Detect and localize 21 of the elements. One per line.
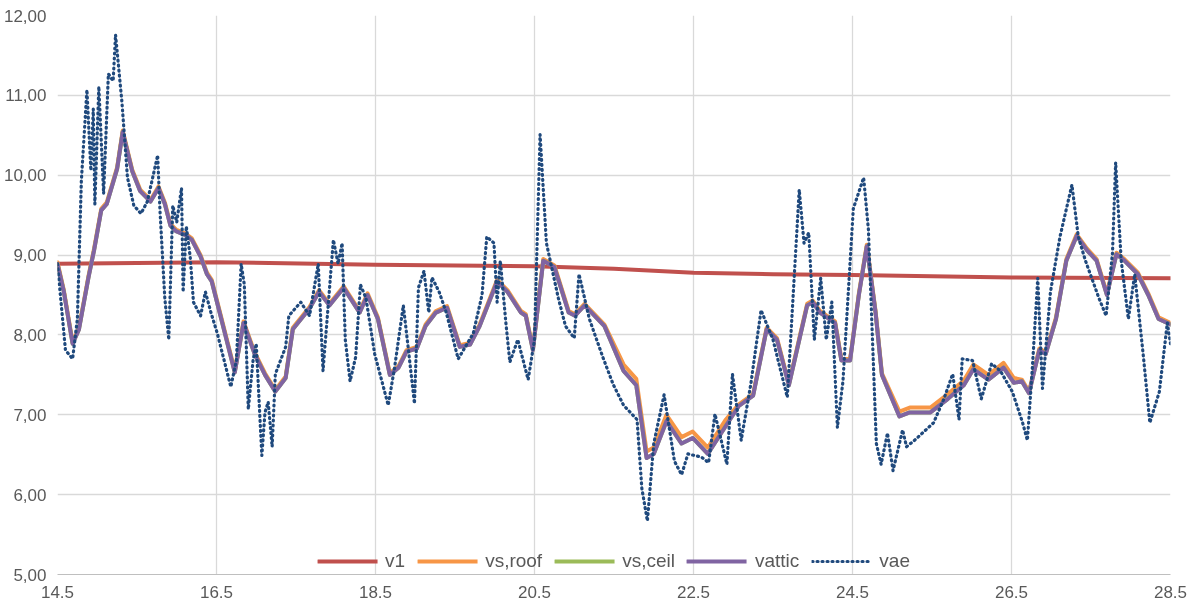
x-tick-label: 18.5 bbox=[358, 582, 393, 602]
legend-label: vs,ceil bbox=[622, 550, 675, 572]
y-tick-label: 11,00 bbox=[5, 86, 47, 106]
legend-label: vae bbox=[879, 550, 910, 572]
legend-label: vattic bbox=[754, 550, 800, 572]
x-tick-label: 28.5 bbox=[1153, 582, 1188, 602]
y-tick-label: 5,00 bbox=[13, 565, 47, 585]
legend-label: v1 bbox=[385, 550, 406, 572]
x-tick-label: 24.5 bbox=[835, 582, 870, 602]
y-tick-label: 12,00 bbox=[3, 6, 47, 26]
x-tick-label: 20.5 bbox=[517, 582, 552, 602]
x-tick-label: 26.5 bbox=[994, 582, 1029, 602]
x-tick-label: 14.5 bbox=[40, 582, 75, 602]
y-tick-label: 9,00 bbox=[13, 246, 47, 266]
x-tick-label: 16.5 bbox=[199, 582, 234, 602]
y-tick-label: 6,00 bbox=[13, 485, 47, 505]
y-tick-label: 7,00 bbox=[13, 405, 47, 425]
y-tick-label: 10,00 bbox=[3, 166, 47, 186]
x-tick-label: 22.5 bbox=[676, 582, 711, 602]
legend-label: vs,roof bbox=[485, 550, 543, 572]
y-tick-label: 8,00 bbox=[13, 325, 47, 345]
